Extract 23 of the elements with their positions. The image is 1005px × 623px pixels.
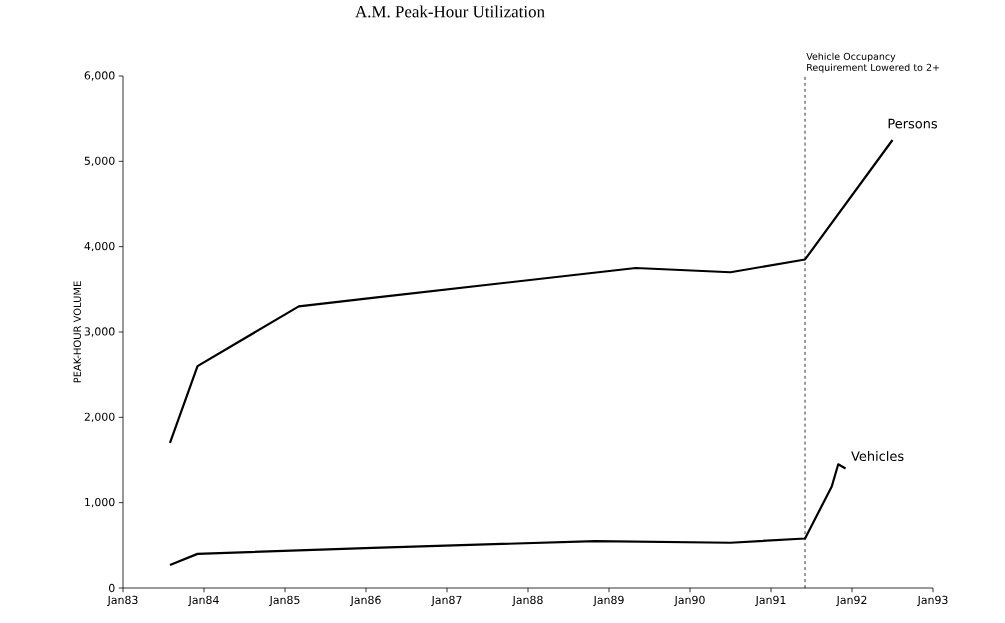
y-tick-label: 5,000: [84, 156, 115, 167]
chart-title: A.M. Peak-Hour Utilization: [355, 5, 545, 18]
y-tick-label: 0: [109, 583, 115, 593]
x-tick-label: Jan89: [593, 595, 624, 607]
series-label: Persons: [888, 118, 938, 129]
y-tick-label: 6,000: [84, 71, 115, 81]
ref-line-label: Vehicle Occupancy Requirement Lowered to 2+: [806, 52, 939, 73]
x-tick-label: Jan90: [674, 595, 705, 607]
x-tick-label: Jan85: [269, 595, 300, 607]
x-tick-label: Jan87: [431, 595, 462, 607]
series-label: Vehicles: [851, 450, 904, 462]
x-tick-label: Jan92: [836, 595, 867, 607]
y-tick-label: 2,000: [84, 412, 115, 423]
x-tick-label: Jan83: [107, 595, 138, 607]
x-tick-label: Jan88: [512, 595, 543, 607]
x-tick-label: Jan93: [917, 595, 948, 607]
y-tick-label: 4,000: [84, 241, 115, 252]
x-tick-label: Jan91: [755, 595, 786, 607]
x-tick-label: Jan86: [350, 595, 381, 607]
y-axis-title: PEAK-HOUR VOLUME: [73, 281, 82, 383]
y-tick-label: 1,000: [85, 497, 115, 508]
y-tick-label: 3,000: [84, 327, 115, 337]
x-tick-label: Jan84: [188, 595, 219, 607]
